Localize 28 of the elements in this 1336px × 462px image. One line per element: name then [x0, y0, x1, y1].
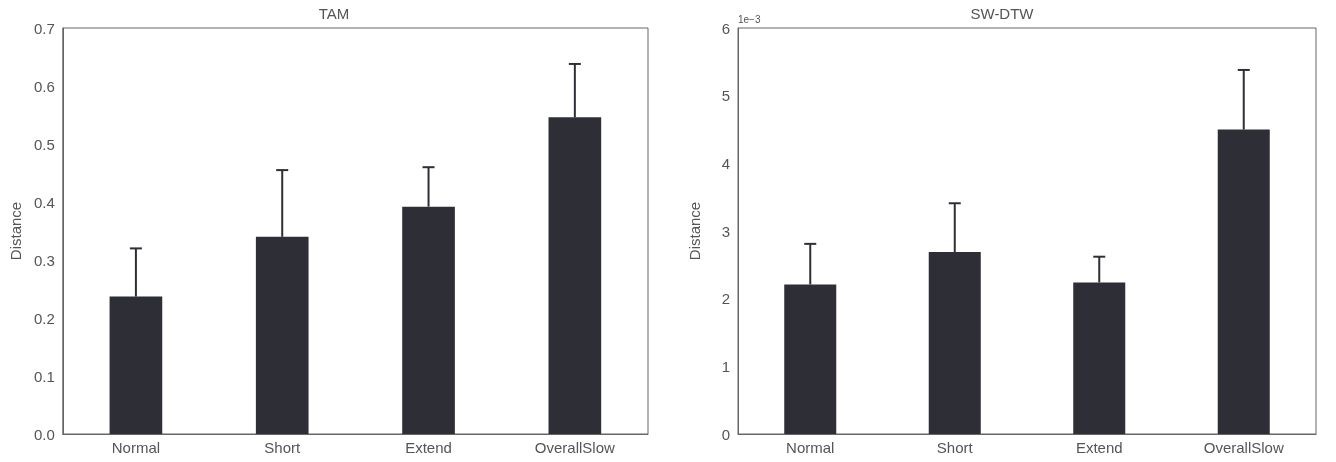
- y-tick-label: 0.1: [33, 367, 55, 385]
- y-axis-title: Distance: [686, 201, 703, 261]
- y-tick-label: 0.6: [33, 77, 55, 95]
- y-tick-label: 0.5: [33, 135, 55, 153]
- y-tick-label: 1: [721, 357, 730, 375]
- y-tick-label: 2: [721, 290, 730, 308]
- y-tick-label: 0.7: [33, 19, 55, 37]
- x-tick-label: Short: [936, 439, 974, 456]
- y-tick-label: 5: [721, 87, 730, 105]
- chart-title: TAM: [318, 5, 350, 22]
- x-tick-label: Short: [264, 439, 301, 456]
- x-tick-label: OverallSlow: [1203, 439, 1284, 456]
- y-tick-label: 4: [721, 154, 730, 172]
- x-tick-label: Normal: [786, 439, 835, 456]
- x-tick-label: Extend: [405, 439, 452, 456]
- y-tick-label: 0.4: [33, 193, 55, 211]
- x-tick-label: Normal: [111, 439, 161, 456]
- text: 1e−3: [738, 13, 761, 25]
- y-tick-label: 0.0: [33, 425, 55, 443]
- x-tick-label: OverallSlow: [534, 439, 616, 456]
- x-tick-label: Extend: [1075, 439, 1123, 456]
- y-axis-title: Distance: [7, 201, 24, 261]
- y-tick-label: 0.3: [33, 251, 55, 269]
- y-tick-label: 6: [721, 19, 730, 37]
- chart-title: SW-DTW: [970, 5, 1035, 22]
- y-tick-label: 0: [721, 425, 730, 443]
- y-tick-label: 0.2: [33, 309, 55, 327]
- y-tick-label: 3: [721, 222, 730, 240]
